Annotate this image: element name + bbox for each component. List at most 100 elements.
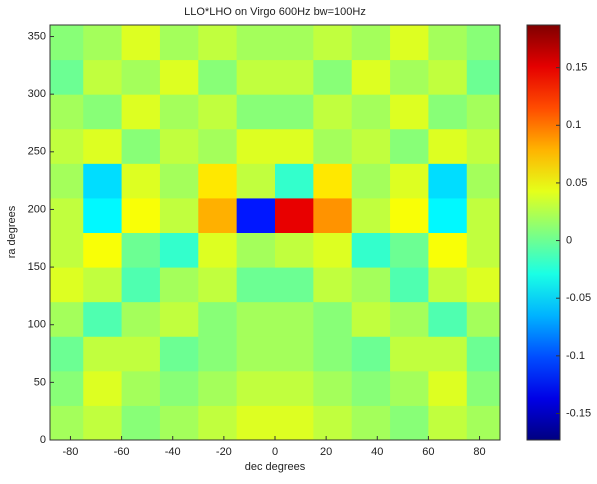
heatmap-cell <box>50 59 84 95</box>
y-tick-label: 0 <box>40 434 46 446</box>
heatmap-cell <box>121 59 161 95</box>
colorbar-tick-label: -0.1 <box>566 350 585 362</box>
heatmap-cell <box>50 94 84 130</box>
x-tick-label: 40 <box>371 446 383 458</box>
heatmap-cell <box>351 267 391 303</box>
heatmap-cell <box>198 59 238 95</box>
heatmap-cell <box>428 232 468 268</box>
heatmap-cell <box>236 128 276 164</box>
heatmap-cell <box>198 336 238 372</box>
heatmap-cell <box>466 267 501 303</box>
heatmap-cell <box>50 163 84 199</box>
heatmap-cell <box>236 336 276 372</box>
heatmap-cell <box>275 197 314 233</box>
heatmap-cell <box>159 163 199 199</box>
heatmap-cell <box>313 232 353 268</box>
heatmap-cell <box>121 197 161 233</box>
heatmap-cell <box>313 336 353 372</box>
heatmap-cell <box>313 301 353 337</box>
heatmap-cell <box>466 94 501 130</box>
x-tick-label: -80 <box>63 446 79 458</box>
x-tick-label: -60 <box>114 446 130 458</box>
heatmap-cell <box>121 301 161 337</box>
heatmap-cell <box>198 267 238 303</box>
heatmap-cell <box>50 267 84 303</box>
heatmap-cell <box>50 301 84 337</box>
heatmap-cell <box>83 232 123 268</box>
heatmap-cell <box>275 267 314 303</box>
heatmap-cell <box>83 405 123 441</box>
heatmap-cell <box>83 267 123 303</box>
heatmap-cell <box>275 405 314 441</box>
colorbar-tick-label: -0.05 <box>566 292 591 304</box>
heatmap-cell <box>198 128 238 164</box>
colorbar-tick-label: 0 <box>566 234 572 246</box>
heatmap-cell <box>50 232 84 268</box>
heatmap-cell <box>466 197 501 233</box>
heatmap-cell <box>159 59 199 95</box>
heatmap-cell <box>83 25 123 61</box>
heatmap-cell <box>390 128 429 164</box>
colorbar-tick-label: 0.15 <box>566 62 587 74</box>
y-axis-label: ra degrees <box>6 205 18 258</box>
y-tick-label: 100 <box>28 319 46 331</box>
heatmap-cell <box>313 163 353 199</box>
heatmap-cell <box>466 163 501 199</box>
heatmap-cell <box>159 232 199 268</box>
heatmap-cell <box>390 59 429 95</box>
heatmap-cell <box>351 301 391 337</box>
heatmap-cell <box>428 336 468 372</box>
heatmap-cell <box>236 232 276 268</box>
heatmap-cell <box>351 25 391 61</box>
heatmap-cell <box>351 336 391 372</box>
heatmap-cell <box>159 301 199 337</box>
heatmap-cell <box>313 405 353 441</box>
colorbar-tick-label: 0.05 <box>566 177 587 189</box>
heatmap-cell <box>466 370 501 406</box>
heatmap-cell <box>428 267 468 303</box>
heatmap-cell <box>83 197 123 233</box>
heatmap-cell <box>159 128 199 164</box>
heatmap-cell <box>390 94 429 130</box>
heatmap-cell <box>159 267 199 303</box>
heatmap-cell <box>83 128 123 164</box>
heatmap-cell <box>351 232 391 268</box>
heatmap-cell <box>83 94 123 130</box>
heatmap-cell <box>313 370 353 406</box>
colorbar <box>526 24 561 441</box>
heatmap-cell <box>50 197 84 233</box>
heatmap-cell <box>121 25 161 61</box>
heatmap-cell <box>466 232 501 268</box>
heatmap-cell <box>121 267 161 303</box>
heatmap-cell <box>351 59 391 95</box>
colorbar-tick-label: 0.1 <box>566 119 581 131</box>
heatmap-cell <box>466 59 501 95</box>
heatmap-cell <box>428 370 468 406</box>
heatmap-cell <box>50 128 84 164</box>
x-tick-label: 20 <box>320 446 332 458</box>
heatmap-cell <box>121 405 161 441</box>
heatmap-cell <box>466 301 501 337</box>
heatmap-cell <box>275 128 314 164</box>
x-tick-label: 80 <box>473 446 485 458</box>
heatmap-cell <box>83 336 123 372</box>
heatmap-cell <box>198 370 238 406</box>
heatmap-cell <box>159 370 199 406</box>
heatmap-cell <box>275 25 314 61</box>
heatmap-cell <box>428 128 468 164</box>
heatmap-cell <box>428 301 468 337</box>
y-tick-label: 150 <box>28 261 46 273</box>
x-tick-label: 0 <box>272 446 278 458</box>
heatmap-cell <box>236 59 276 95</box>
y-tick-label: 50 <box>34 376 46 388</box>
heatmap-cell <box>275 370 314 406</box>
heatmap-cell <box>159 197 199 233</box>
heatmap-cell <box>50 370 84 406</box>
x-tick-label: -20 <box>216 446 232 458</box>
heatmap-cell <box>390 301 429 337</box>
heatmap-cell <box>50 405 84 441</box>
x-axis-label: dec degrees <box>245 461 306 473</box>
heatmap-cell <box>390 336 429 372</box>
heatmap-cell <box>121 94 161 130</box>
